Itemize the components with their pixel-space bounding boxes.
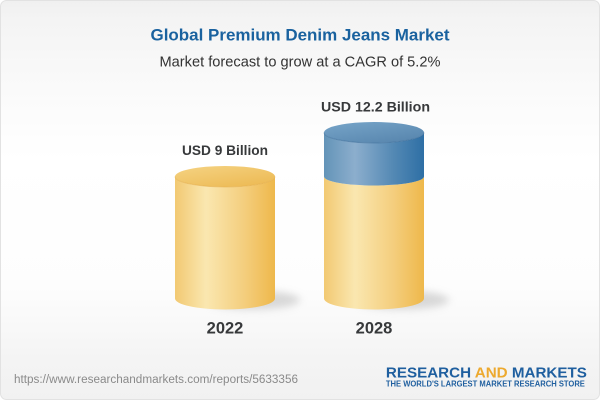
svg-text:RESEARCH AND MARKETS: RESEARCH AND MARKETS	[386, 364, 587, 381]
svg-text:2028: 2028	[356, 319, 393, 337]
svg-text:USD 9 Billion: USD 9 Billion	[182, 142, 268, 158]
svg-text:USD 12.2 Billion: USD 12.2 Billion	[321, 99, 430, 115]
svg-text:https://www.researchandmarkets: https://www.researchandmarkets.com/repor…	[14, 374, 298, 386]
svg-text:Global Premium Denim Jeans Mar: Global Premium Denim Jeans Market	[151, 25, 450, 44]
svg-text:Market forecast to grow at a C: Market forecast to grow at a CAGR of 5.2…	[160, 55, 441, 71]
svg-text:2022: 2022	[207, 319, 244, 337]
svg-text:THE WORLD'S LARGEST MARKET RES: THE WORLD'S LARGEST MARKET RESEARCH STOR…	[386, 378, 585, 388]
